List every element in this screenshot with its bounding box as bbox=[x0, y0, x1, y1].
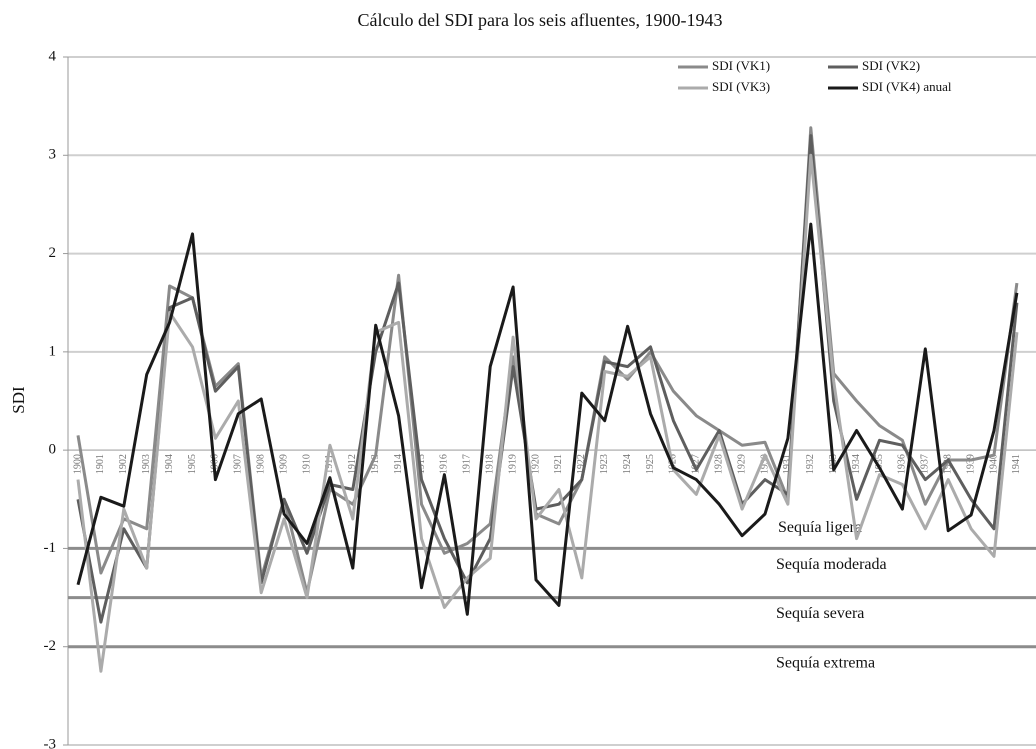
y-tick-label: 4 bbox=[49, 48, 57, 64]
x-tick-label: 1940 bbox=[988, 454, 999, 474]
x-tick-label: 1919 bbox=[507, 454, 518, 474]
x-tick-label: 1908 bbox=[255, 454, 266, 474]
y-tick-label: -1 bbox=[44, 540, 57, 556]
series-line bbox=[76, 126, 1019, 595]
x-tick-label: 1911 bbox=[324, 454, 335, 474]
x-tick-label: 1909 bbox=[278, 454, 289, 474]
zone-label: Sequía moderada bbox=[776, 556, 887, 573]
x-tick-label: 1912 bbox=[347, 454, 358, 474]
zone-label: Sequía extrema bbox=[776, 654, 875, 671]
x-tick-label: 1929 bbox=[736, 454, 747, 474]
x-tick-label: 1934 bbox=[851, 454, 862, 474]
x-tick-label: 1927 bbox=[691, 454, 702, 474]
x-tick-label: 1904 bbox=[164, 454, 175, 474]
x-tick-label: 1917 bbox=[462, 454, 473, 474]
legend-label: SDI (VK1) bbox=[712, 58, 770, 73]
x-tick-label: 1910 bbox=[301, 454, 312, 474]
series-line bbox=[76, 153, 1019, 673]
x-tick-label: 1938 bbox=[942, 454, 953, 474]
legend-label: SDI (VK4) anual bbox=[862, 79, 952, 94]
y-tick-label: 2 bbox=[49, 245, 57, 261]
x-tick-label: 1921 bbox=[553, 454, 564, 474]
x-tick-label: 1920 bbox=[530, 454, 541, 474]
x-tick-label: 1936 bbox=[897, 454, 908, 474]
x-tick-label: 1905 bbox=[187, 454, 198, 474]
legend-label: SDI (VK2) bbox=[862, 58, 920, 73]
x-tick-label: 1903 bbox=[141, 454, 152, 474]
x-tick-label: 1923 bbox=[599, 454, 610, 474]
y-axis-label: SDI bbox=[9, 386, 28, 414]
x-tick-label: 1925 bbox=[645, 454, 656, 474]
x-tick-label: 1939 bbox=[965, 454, 976, 474]
x-tick-label: 1915 bbox=[416, 454, 427, 474]
y-tick-label: -2 bbox=[44, 638, 57, 654]
zone-label: Sequía severa bbox=[776, 605, 864, 622]
x-tick-label: 1901 bbox=[95, 454, 106, 474]
x-tick-label: 1907 bbox=[233, 454, 244, 474]
x-tick-label: 1941 bbox=[1011, 454, 1022, 474]
x-tick-label: 1932 bbox=[805, 454, 816, 474]
y-tick-label: 1 bbox=[49, 343, 57, 359]
x-tick-label: 1913 bbox=[370, 454, 381, 474]
x-tick-label: 1902 bbox=[118, 454, 129, 474]
x-tick-label: 1918 bbox=[484, 454, 495, 474]
x-tick-label: 1916 bbox=[439, 454, 450, 474]
zone-label: Sequía ligera bbox=[778, 519, 862, 536]
y-tick-label: -3 bbox=[44, 736, 57, 749]
x-tick-label: 1931 bbox=[782, 454, 793, 474]
x-tick-label: 1935 bbox=[874, 454, 885, 474]
x-tick-label: 1900 bbox=[72, 454, 83, 474]
x-tick-label: 1937 bbox=[920, 454, 931, 474]
y-tick-label: 3 bbox=[49, 147, 57, 163]
x-tick-label: 1914 bbox=[393, 454, 404, 474]
x-tick-label: 1922 bbox=[576, 454, 587, 474]
chart-title: Cálculo del SDI para los seis afluentes,… bbox=[358, 10, 723, 30]
series-line bbox=[76, 222, 1019, 616]
series-line bbox=[76, 134, 1019, 624]
y-tick-label: 0 bbox=[49, 442, 57, 458]
x-tick-label: 1930 bbox=[759, 454, 770, 474]
legend-label: SDI (VK3) bbox=[712, 79, 770, 94]
x-tick-label: 1924 bbox=[622, 454, 633, 474]
x-tick-label: 1928 bbox=[713, 454, 724, 474]
